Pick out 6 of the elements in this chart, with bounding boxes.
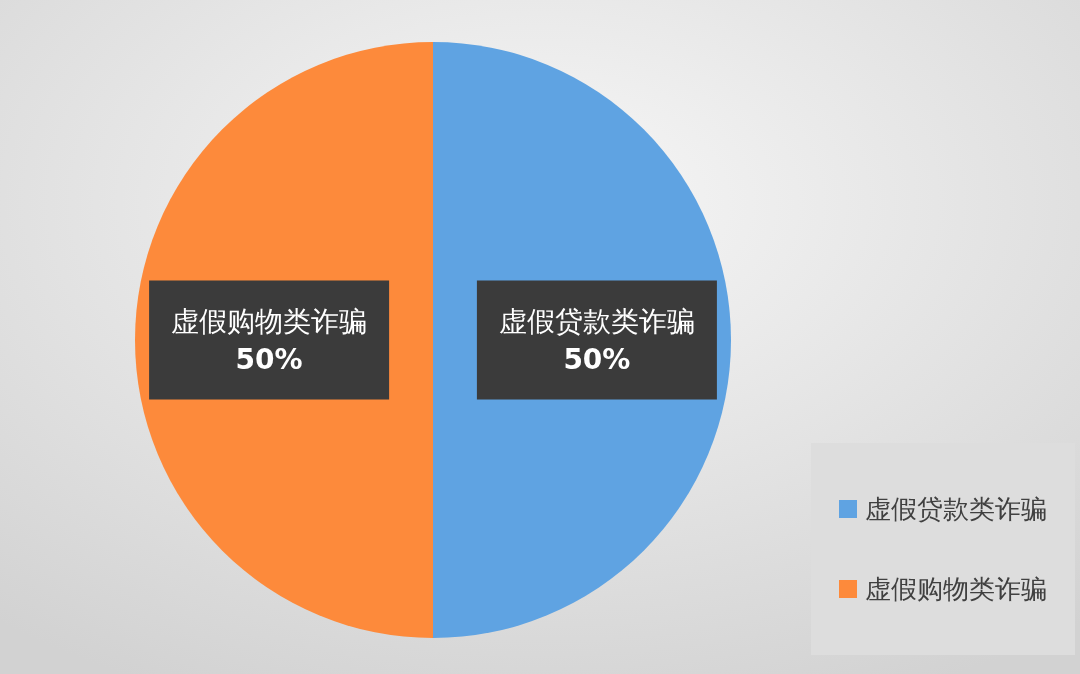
data-label: 50% <box>235 342 303 376</box>
slice-label: 虚假贷款类诈骗 <box>498 304 695 338</box>
slice-label: 虚假购物类诈骗 <box>171 304 368 338</box>
data-label: 50% <box>563 342 631 376</box>
legend-label: 虚假贷款类诈骗 <box>865 494 1047 524</box>
legend-label: 虚假购物类诈骗 <box>865 574 1047 604</box>
